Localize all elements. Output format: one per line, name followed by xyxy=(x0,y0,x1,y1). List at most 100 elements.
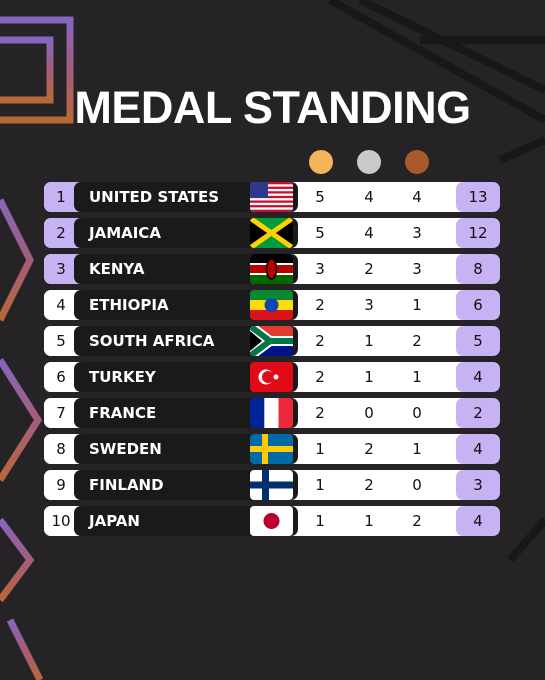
bronze-count: 1 xyxy=(412,368,422,386)
silver-count: 1 xyxy=(364,512,374,530)
country-name: KENYA xyxy=(89,260,145,278)
standing-row: 2 JAMAICA 5 4 3 12 xyxy=(44,218,500,248)
flag-image xyxy=(250,182,293,212)
flag-image xyxy=(250,218,293,248)
standing-row: 9 FINLAND 1 2 0 3 xyxy=(44,470,500,500)
flag xyxy=(250,434,293,464)
standing-row: 6 TURKEY 2 1 1 4 xyxy=(44,362,500,392)
silver-count: 4 xyxy=(364,188,374,206)
bronze-count: 2 xyxy=(412,512,422,530)
silver-count: 2 xyxy=(364,476,374,494)
gold-count: 2 xyxy=(315,368,325,386)
rank: 9 xyxy=(56,476,66,494)
silver-count: 4 xyxy=(364,224,374,242)
silver-count: 1 xyxy=(364,332,374,350)
bronze-count: 0 xyxy=(412,404,422,422)
rank: 5 xyxy=(56,332,66,350)
rank: 8 xyxy=(56,440,66,458)
total-cell xyxy=(456,398,500,428)
standing-row: 1 UNITED STATES 5 4 4 13 xyxy=(44,182,500,212)
standing-row: 4 ETHIOPIA 2 3 1 6 xyxy=(44,290,500,320)
silver-count: 2 xyxy=(364,440,374,458)
total: 4 xyxy=(473,512,483,530)
bronze-count: 2 xyxy=(412,332,422,350)
rank: 1 xyxy=(56,188,66,206)
flag-image xyxy=(250,470,293,500)
gold-count: 2 xyxy=(315,296,325,314)
silver-medal-icon xyxy=(357,150,381,174)
flag xyxy=(250,398,293,428)
country-name: JAMAICA xyxy=(89,224,161,242)
flag xyxy=(250,218,293,248)
standing-row: 3 KENYA 3 2 3 8 xyxy=(44,254,500,284)
total: 4 xyxy=(473,368,483,386)
rank: 6 xyxy=(56,368,66,386)
gold-count: 3 xyxy=(315,260,325,278)
total-cell xyxy=(456,326,500,356)
total: 13 xyxy=(468,188,488,206)
gold-count: 2 xyxy=(315,332,325,350)
flag xyxy=(250,182,293,212)
total: 8 xyxy=(473,260,483,278)
country-name: SOUTH AFRICA xyxy=(89,332,215,350)
total-cell xyxy=(456,434,500,464)
flag-image xyxy=(250,326,293,356)
gold-medal-icon xyxy=(309,150,333,174)
flag-image xyxy=(250,398,293,428)
bronze-count: 1 xyxy=(412,440,422,458)
flag-image xyxy=(250,362,293,392)
silver-count: 1 xyxy=(364,368,374,386)
total-cell xyxy=(456,254,500,284)
flag-image xyxy=(250,434,293,464)
rank: 2 xyxy=(56,224,66,242)
gold-count: 2 xyxy=(315,404,325,422)
rank: 4 xyxy=(56,296,66,314)
country-name: FRANCE xyxy=(89,404,157,422)
total: 2 xyxy=(473,404,483,422)
country-name: TURKEY xyxy=(89,368,156,386)
flag xyxy=(250,506,293,536)
flag xyxy=(250,326,293,356)
flag-image xyxy=(250,506,293,536)
flag xyxy=(250,362,293,392)
total: 4 xyxy=(473,440,483,458)
total-cell xyxy=(456,470,500,500)
silver-count: 3 xyxy=(364,296,374,314)
total-cell xyxy=(456,290,500,320)
flag xyxy=(250,254,293,284)
flag xyxy=(250,290,293,320)
gold-count: 1 xyxy=(315,512,325,530)
silver-count: 0 xyxy=(364,404,374,422)
bronze-count: 1 xyxy=(412,296,422,314)
bronze-count: 4 xyxy=(412,188,422,206)
country-name: JAPAN xyxy=(89,512,140,530)
gold-count: 1 xyxy=(315,476,325,494)
gold-count: 5 xyxy=(315,224,325,242)
gold-count: 5 xyxy=(315,188,325,206)
rank: 3 xyxy=(56,260,66,278)
country-name: UNITED STATES xyxy=(89,188,220,206)
standing-row: 5 SOUTH AFRICA 2 1 2 5 xyxy=(44,326,500,356)
standing-row: 10 JAPAN 1 1 2 4 xyxy=(44,506,500,536)
rank: 7 xyxy=(56,404,66,422)
bronze-count: 3 xyxy=(412,260,422,278)
total: 6 xyxy=(473,296,483,314)
total: 5 xyxy=(473,332,483,350)
total: 12 xyxy=(468,224,488,242)
country-name: ETHIOPIA xyxy=(89,296,169,314)
title: MEDAL STANDING xyxy=(74,82,471,133)
flag-image xyxy=(250,254,293,284)
standing-row: 8 SWEDEN 1 2 1 4 xyxy=(44,434,500,464)
standing-row: 7 FRANCE 2 0 0 2 xyxy=(44,398,500,428)
bronze-medal-icon xyxy=(405,150,429,174)
total: 3 xyxy=(473,476,483,494)
flag xyxy=(250,470,293,500)
country-name: SWEDEN xyxy=(89,440,162,458)
total-cell xyxy=(456,182,500,212)
gold-count: 1 xyxy=(315,440,325,458)
flag-image xyxy=(250,290,293,320)
silver-count: 2 xyxy=(364,260,374,278)
bronze-count: 0 xyxy=(412,476,422,494)
